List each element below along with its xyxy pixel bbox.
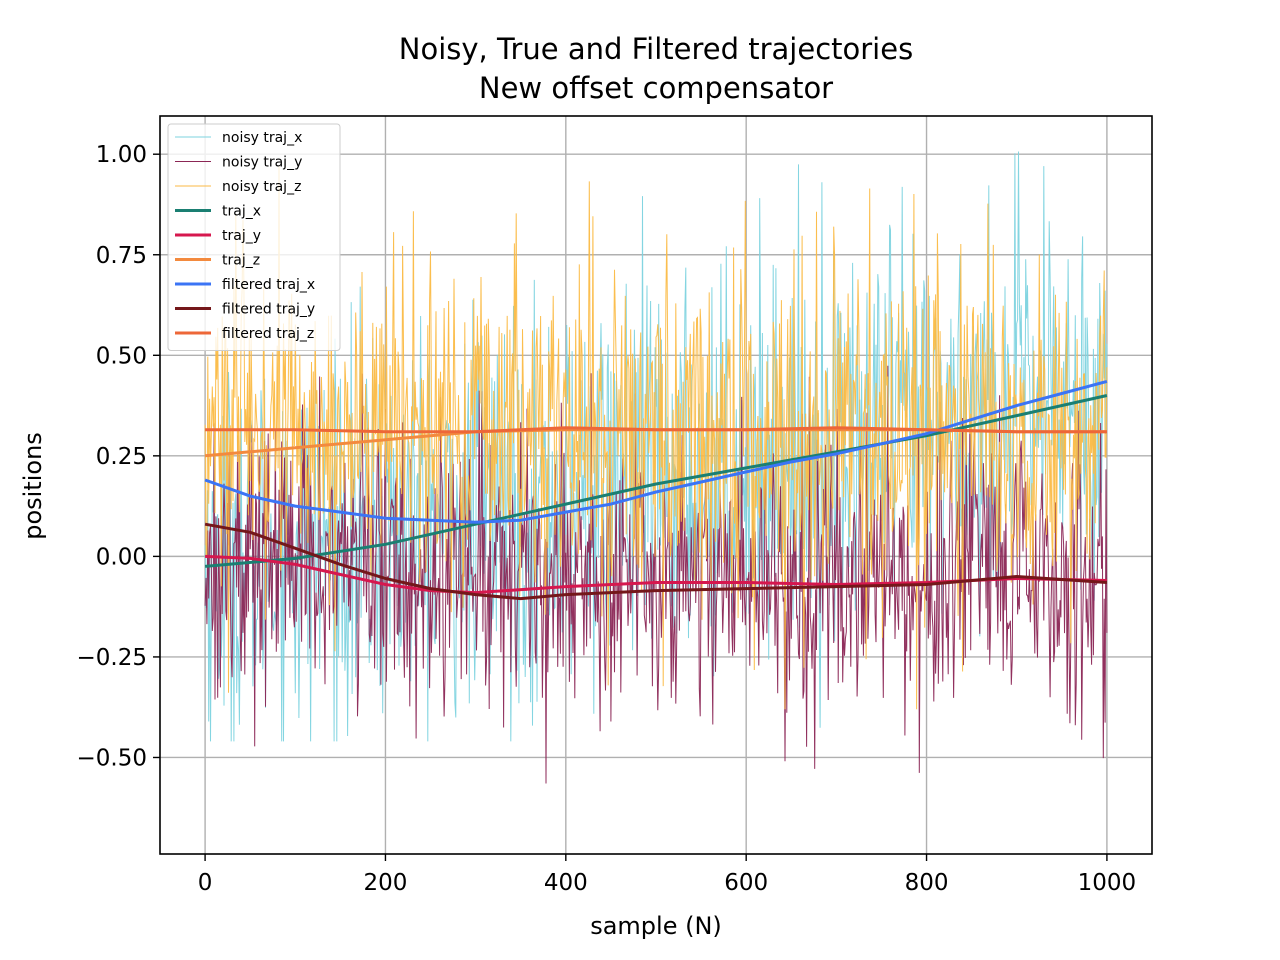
legend-label: filtered traj_y: [222, 302, 315, 318]
x-tick-label: 200: [364, 870, 408, 896]
legend-label: filtered traj_z: [222, 326, 314, 342]
y-tick-label: 0.25: [96, 444, 147, 470]
series-line-filtered-traj_y: [204, 522, 1107, 601]
legend-label: noisy traj_z: [222, 179, 301, 195]
y-axis-label: positions: [19, 432, 47, 540]
legend-label: noisy traj_x: [222, 130, 302, 146]
series-line-traj_y: [205, 554, 1107, 595]
series-line-filtered-traj_x: [204, 379, 1108, 524]
legend-label: traj_y: [222, 228, 261, 244]
y-tick-label: −0.25: [77, 645, 147, 671]
y-tick-label: 0.50: [96, 343, 147, 369]
x-axis-label: sample (N): [590, 912, 722, 940]
legend-box: [167, 123, 341, 351]
plot-frame: [159, 115, 1153, 855]
series-line-filtered-traj_z: [205, 426, 1107, 434]
legend-label: traj_x: [222, 204, 261, 220]
y-tick-label: −0.50: [77, 745, 147, 771]
x-tick-label: 1000: [1078, 870, 1137, 896]
x-tick-label: 800: [905, 870, 949, 896]
legend-label: noisy traj_y: [222, 155, 302, 171]
x-tick-label: 600: [724, 870, 768, 896]
x-tick-label: 0: [198, 870, 213, 896]
y-tick-label: 1.00: [96, 142, 147, 168]
legend-label: traj_z: [222, 253, 260, 269]
legend-label: filtered traj_x: [222, 277, 315, 293]
chart-title: Noisy, True and Filtered trajectories: [399, 32, 913, 66]
x-tick-label: 400: [544, 870, 588, 896]
plot-area: [204, 151, 1108, 784]
series-line-noisy-traj_z: [204, 166, 1108, 710]
chart-subtitle: New offset compensator: [479, 71, 833, 105]
y-tick-label: 0.00: [96, 544, 147, 570]
axis-ticks: 0 200 400 600 800 1000 1.00 0.75 0.50 0.25 0.00 −0.…: [77, 142, 1137, 896]
y-tick-label: 0.75: [96, 243, 147, 269]
